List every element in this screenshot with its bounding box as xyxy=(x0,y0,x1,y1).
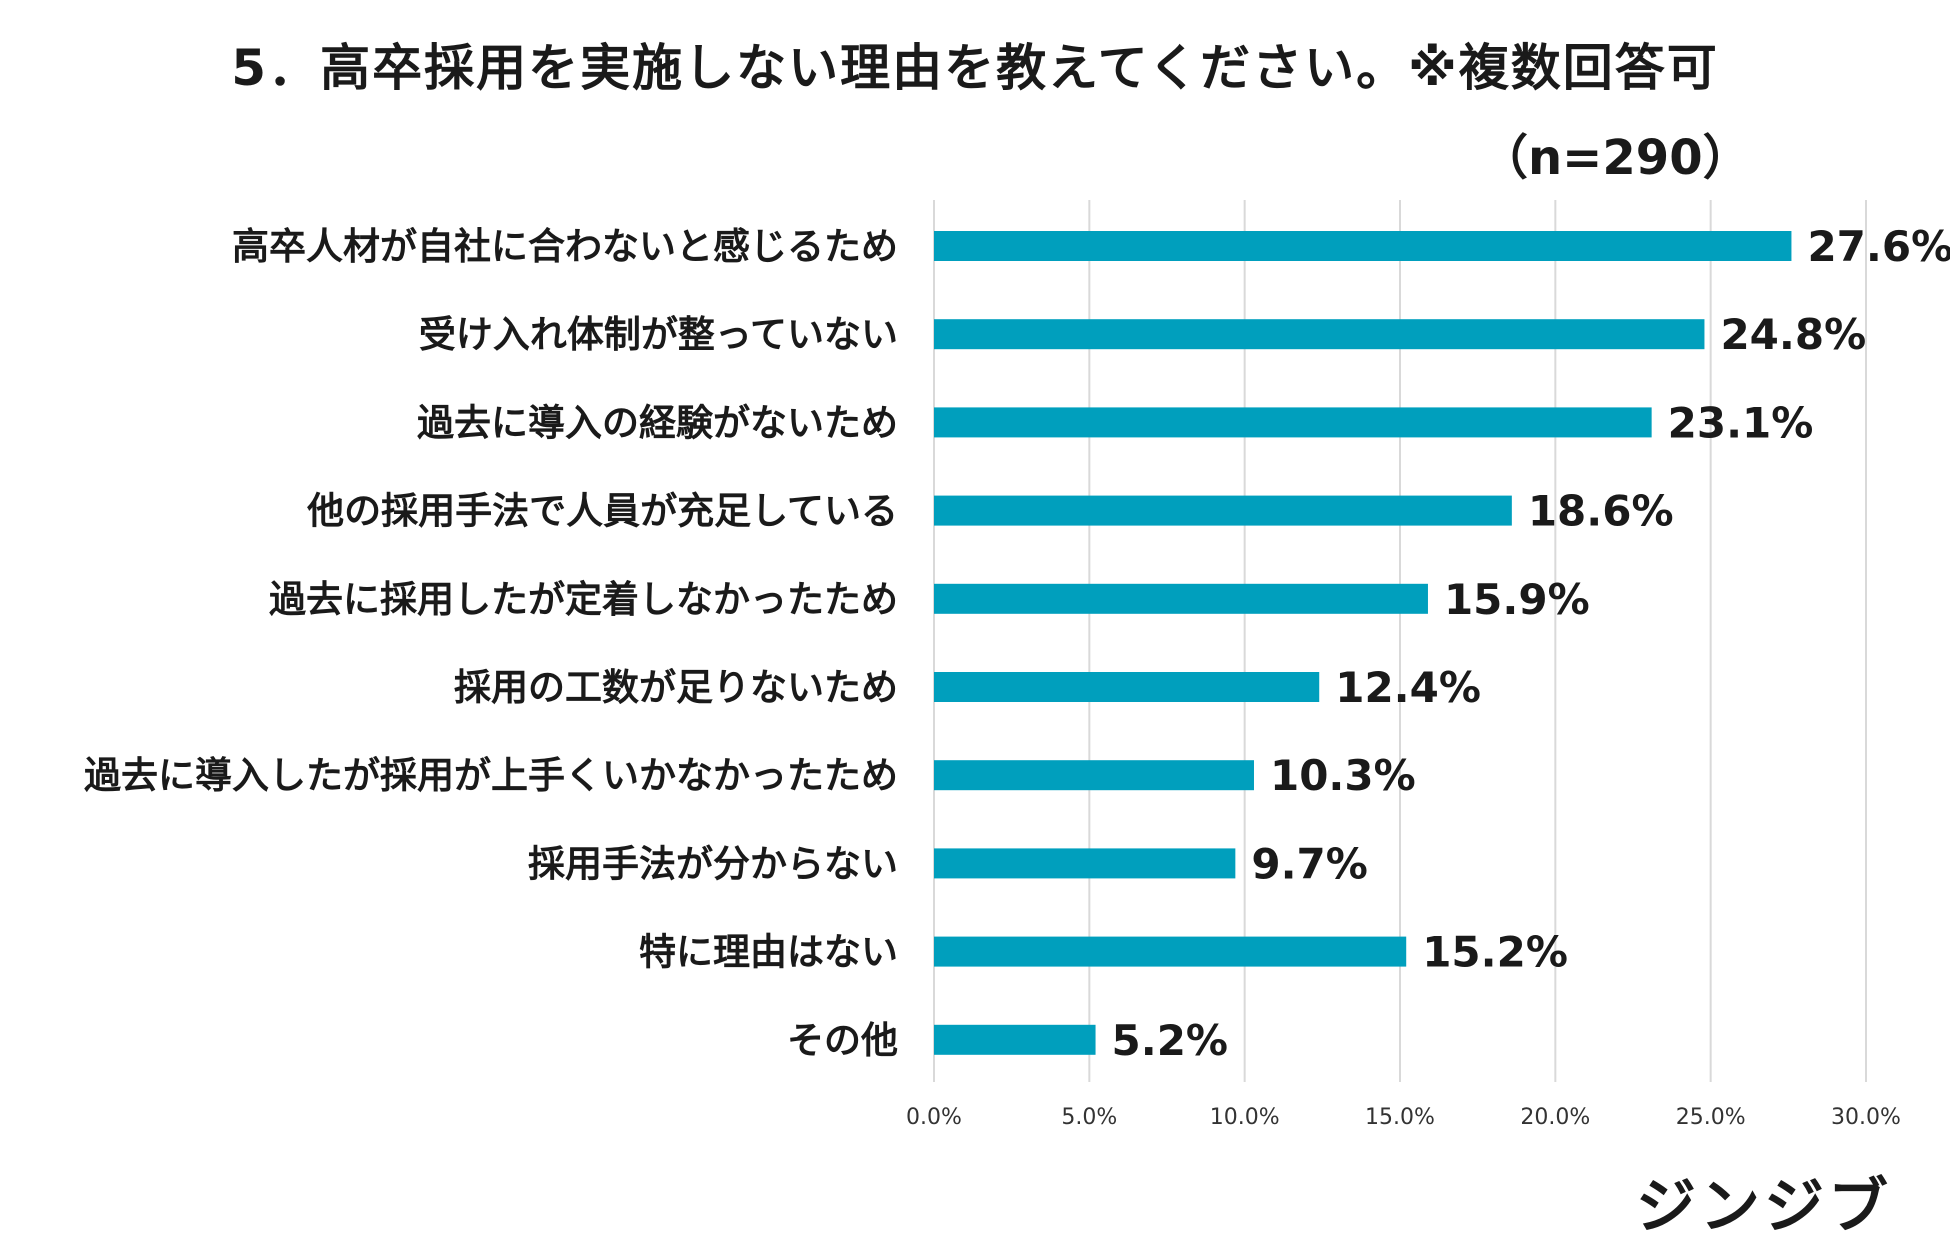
bar xyxy=(934,848,1236,879)
bar xyxy=(934,583,1428,614)
bar xyxy=(934,672,1320,702)
x-tick-label: 15.0% xyxy=(1365,1105,1435,1130)
x-tick-label: 5.0% xyxy=(1061,1105,1117,1130)
data-label: 15.2% xyxy=(1422,928,1568,977)
category-label: 他の採用手法で人員が充足している xyxy=(306,490,898,533)
category-label: 採用の工数が足りないため xyxy=(454,666,898,709)
data-label: 9.7% xyxy=(1251,839,1367,888)
category-label: 過去に採用したが定着しなかったため xyxy=(269,578,898,621)
data-label: 10.3% xyxy=(1270,751,1416,800)
data-label: 23.1% xyxy=(1668,398,1814,447)
x-tick-label: 10.0% xyxy=(1210,1105,1280,1130)
chart-title: 5．高卒採用を実施しない理由を教えてください。※複数回答可 xyxy=(231,39,1719,97)
x-tick-label: 20.0% xyxy=(1520,1105,1590,1130)
brand-logo: ジンジブ xyxy=(1636,1172,1892,1242)
category-labels: 高卒人材が自社に合わないと感じるため受け入れ体制が整っていない過去に導入の経験が… xyxy=(84,225,898,1062)
data-label: 15.9% xyxy=(1444,575,1590,624)
bar xyxy=(934,760,1254,791)
data-label: 24.8% xyxy=(1720,310,1866,359)
x-tick-label: 25.0% xyxy=(1676,1105,1746,1130)
category-label: 採用手法が分からない xyxy=(528,842,898,885)
data-label: 27.6% xyxy=(1807,222,1950,271)
bar xyxy=(934,495,1512,526)
bar xyxy=(934,407,1652,438)
category-label: 過去に導入したが採用が上手くいかなかったため xyxy=(84,754,898,797)
category-label: 高卒人材が自社に合わないと感じるため xyxy=(232,225,898,268)
x-tick-label: 0.0% xyxy=(906,1105,962,1130)
data-labels: 27.6% 24.8% 23.1% 18.6% 15.9% 12.4% 10.3% 9.7% 1… xyxy=(1112,222,1950,1065)
category-label: 特に理由はない xyxy=(639,931,898,974)
bars xyxy=(934,231,1792,1055)
category-label: 受け入れ体制が整っていない xyxy=(419,313,898,356)
data-label: 18.6% xyxy=(1528,487,1674,536)
category-label: その他 xyxy=(787,1019,898,1062)
x-tick-label: 30.0% xyxy=(1831,1105,1901,1130)
data-label: 12.4% xyxy=(1335,663,1481,712)
bar xyxy=(934,319,1705,350)
bar xyxy=(934,1024,1096,1055)
sample-size-note: （n=290） xyxy=(1480,130,1751,186)
bar xyxy=(934,231,1792,261)
data-label: 5.2% xyxy=(1112,1016,1228,1065)
x-axis-ticks: 0.0% 5.0% 10.0% 15.0% 20.0% 25.0% 30.0% xyxy=(906,1105,1901,1130)
category-label: 過去に導入の経験がないため xyxy=(417,401,898,444)
bar xyxy=(934,936,1407,967)
